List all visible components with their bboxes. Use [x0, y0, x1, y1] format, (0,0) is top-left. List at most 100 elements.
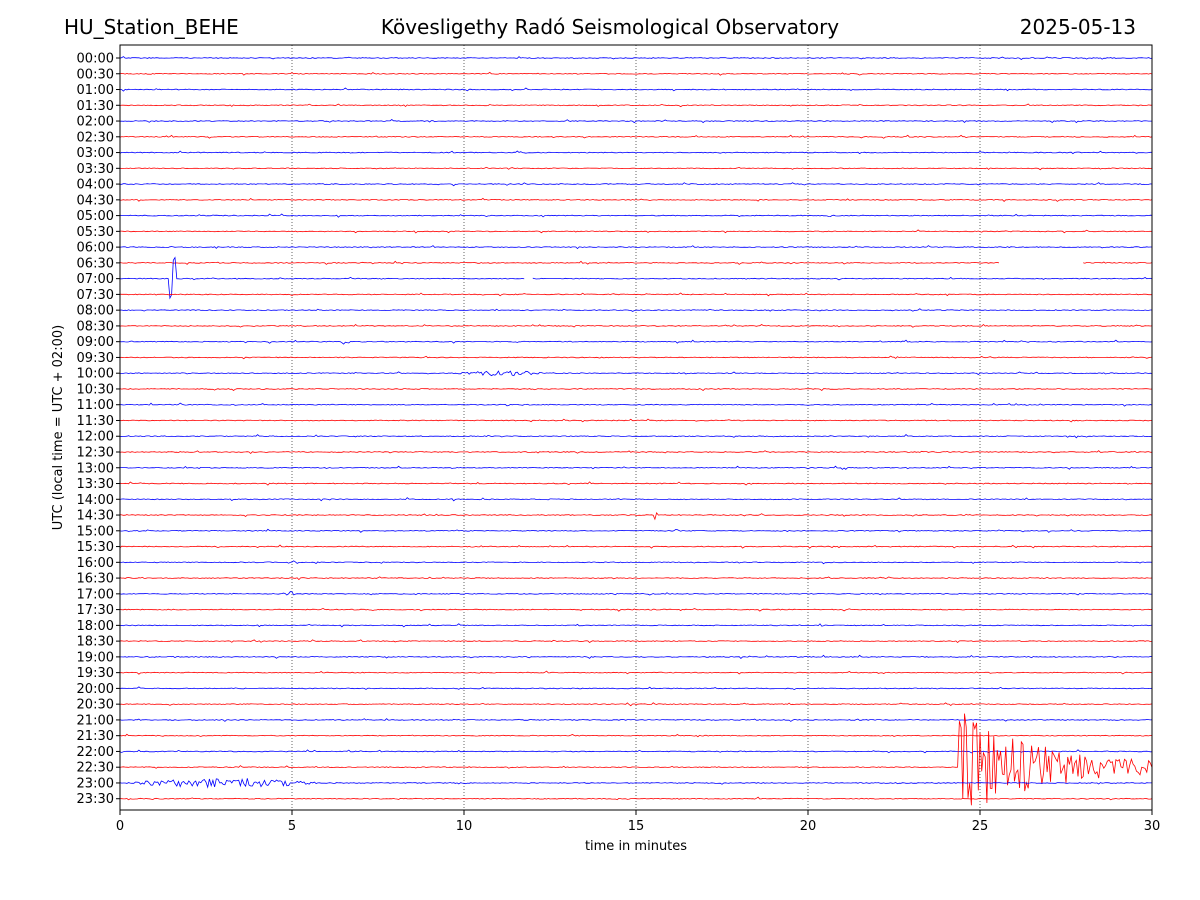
trace-time-label: 16:30 — [77, 572, 114, 587]
chart-date: 2025-05-13 — [1019, 15, 1136, 39]
seismic-trace — [119, 103, 1152, 108]
seismic-trace — [119, 292, 1152, 297]
seismic-trace — [119, 71, 1153, 76]
trace-time-label: 07:30 — [77, 288, 114, 303]
seismic-trace — [119, 749, 1152, 754]
trace-time-label: 17:30 — [77, 603, 114, 618]
seismic-trace — [120, 182, 1153, 187]
seismic-trace — [119, 56, 1153, 60]
seismic-trace — [119, 450, 1153, 455]
trace-time-label: 13:30 — [77, 477, 114, 492]
trace-time-label: 19:00 — [77, 650, 114, 665]
x-tick-label: 0 — [116, 819, 124, 834]
seismic-trace — [119, 213, 1153, 218]
seismic-trace — [119, 418, 1153, 423]
seismic-trace — [119, 150, 1152, 155]
trace-time-label: 00:30 — [77, 67, 114, 82]
trace-time-label: 03:30 — [77, 162, 114, 177]
seismic-trace — [120, 670, 1153, 675]
seismic-trace — [119, 197, 1153, 202]
seismic-trace — [119, 323, 1153, 328]
seismic-trace — [119, 339, 1153, 345]
seismic-trace — [119, 308, 1152, 312]
seismic-trace — [119, 733, 1153, 738]
trace-time-label: 13:00 — [77, 461, 114, 476]
trace-time-label: 01:30 — [77, 99, 114, 114]
seismic-trace — [119, 639, 1152, 644]
seismic-trace — [120, 256, 1153, 300]
trace-time-label: 22:00 — [77, 745, 114, 760]
x-tick-label: 5 — [288, 819, 296, 834]
trace-time-label: 09:00 — [77, 335, 114, 350]
seismic-trace — [119, 260, 1153, 265]
x-tick-label: 10 — [456, 819, 473, 834]
trace-time-label: 02:30 — [77, 130, 114, 145]
seismic-trace — [119, 512, 1153, 521]
trace-time-label: 16:00 — [77, 556, 114, 571]
seismic-trace — [119, 481, 1153, 486]
seismic-trace — [119, 87, 1153, 92]
trace-time-label: 18:00 — [77, 619, 114, 634]
trace-time-label: 10:00 — [77, 367, 114, 382]
trace-time-label: 18:30 — [77, 635, 114, 650]
trace-time-label: 14:30 — [77, 509, 114, 524]
seismic-trace — [119, 778, 1152, 789]
x-tick-label: 20 — [800, 819, 817, 834]
seismic-trace — [119, 119, 1152, 124]
trace-time-label: 21:30 — [77, 729, 114, 744]
trace-time-label: 09:30 — [77, 351, 114, 366]
seismic-trace — [119, 402, 1153, 407]
seismic-trace — [119, 623, 1153, 628]
trace-time-label: 20:00 — [77, 682, 114, 697]
seismic-trace — [119, 245, 1152, 250]
trace-time-label: 11:00 — [77, 398, 114, 413]
x-tick-label: 15 — [628, 819, 645, 834]
trace-time-label: 17:00 — [77, 587, 114, 602]
seismic-trace — [119, 355, 1153, 360]
trace-time-label: 10:30 — [77, 382, 114, 397]
seismic-trace — [119, 702, 1153, 707]
trace-time-label: 21:00 — [77, 713, 114, 728]
seismic-trace — [119, 560, 1153, 565]
seismic-trace — [119, 591, 1153, 596]
seismic-trace — [119, 576, 1153, 581]
seismic-trace — [119, 528, 1153, 533]
station-name: HU_Station_BEHE — [64, 15, 239, 39]
trace-time-label: 06:00 — [77, 241, 114, 256]
seismic-trace — [119, 166, 1153, 171]
seismic-trace — [120, 465, 1153, 470]
seismic-trace — [119, 134, 1153, 139]
seismic-trace — [120, 370, 1153, 377]
seismic-trace — [120, 229, 1153, 234]
trace-time-label: 23:30 — [77, 792, 114, 807]
trace-time-label: 19:30 — [77, 666, 114, 681]
trace-time-label: 14:00 — [77, 493, 114, 508]
x-tick-label: 25 — [972, 819, 989, 834]
x-axis-label: time in minutes — [585, 839, 687, 854]
seismic-trace — [119, 686, 1153, 691]
y-axis-label: UTC (local time = UTC + 02:00) — [51, 325, 66, 530]
chart-title: Kövesligethy Radó Seismological Observat… — [380, 15, 840, 39]
x-tick-label: 30 — [1144, 819, 1161, 834]
trace-time-label: 23:00 — [77, 776, 114, 791]
clip-spacer — [0, 0, 1200, 60]
trace-time-label: 04:00 — [77, 178, 114, 193]
seismic-trace — [119, 607, 1153, 612]
trace-time-label: 12:00 — [77, 430, 114, 445]
trace-time-label: 12:30 — [77, 446, 114, 461]
trace-time-label: 08:30 — [77, 319, 114, 334]
trace-time-label: 06:30 — [77, 256, 114, 271]
seismic-trace — [120, 654, 1153, 659]
trace-time-label: 11:30 — [77, 414, 114, 429]
seismic-trace — [119, 796, 1153, 801]
trace-time-label: 02:00 — [77, 115, 114, 130]
seismic-trace — [119, 497, 1153, 502]
trace-time-label: 01:00 — [77, 83, 114, 98]
seismic-trace — [119, 434, 1153, 439]
trace-time-label: 05:00 — [77, 209, 114, 224]
trace-time-label: 05:30 — [77, 225, 114, 240]
trace-time-label: 15:00 — [77, 524, 114, 539]
trace-time-label: 07:00 — [77, 272, 114, 287]
trace-time-label: 00:00 — [77, 52, 114, 67]
